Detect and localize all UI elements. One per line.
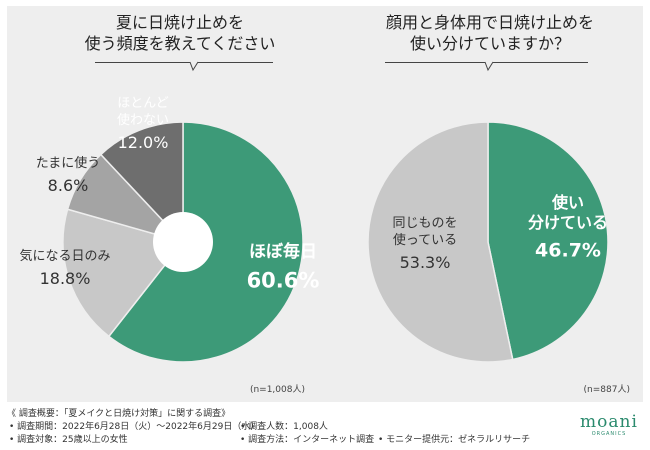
brand-logo: moani ORGANICS (578, 413, 640, 437)
chart-1-slice-1-label-line-1: 使っている (393, 232, 457, 248)
left-sample-size: (n=1,008人) (250, 384, 305, 395)
survey-count: • 調査人数：1,008人 (240, 422, 328, 432)
chart-0-slice-1-value: 18.8% (40, 269, 91, 288)
right-title-line-1: 顔用と身体用で日焼け止めを (385, 13, 594, 32)
chart-0-slice-3-label-line-0: ほとんど (117, 96, 169, 111)
chart-1-slice-0-value: 46.7% (535, 240, 601, 262)
right-title-notch (484, 61, 494, 72)
left-title-rule-right (198, 62, 273, 63)
left-title-line-2: 使う頻度を教えてください (84, 34, 276, 53)
chart-0-donut-hole (153, 212, 213, 272)
chart-1-slice-0-label-line-0: 使い (551, 193, 584, 212)
right-chart-title: 顔用と身体用で日焼け止めを 使い分けていますか？ (345, 12, 635, 54)
left-title-notch (189, 61, 199, 72)
right-title-rule-left (385, 62, 485, 63)
chart-1-slice-0-label-line-1: 分けている (528, 213, 608, 232)
survey-period: • 調査期間：2022年6月28日（火）～2022年6月29日（水） (9, 422, 260, 432)
chart-0-slice-2-value: 8.6% (48, 176, 89, 195)
left-title-rule-left (95, 62, 190, 63)
survey-target: • 調査対象：25歳以上の女性 (9, 435, 128, 445)
chart-0-slice-0-label-line-0: ほぼ毎日 (249, 241, 317, 262)
chart-0-slice-2-label-line-0: たまに使う (36, 155, 101, 171)
right-sample-size: (n=887人) (584, 384, 630, 395)
chart-0-slice-0-value: 60.6% (247, 268, 320, 292)
right-title-rule-right (493, 62, 588, 63)
chart-0-slice-3 (99, 121, 184, 244)
left-title-line-1: 夏に日焼け止めを (115, 13, 244, 32)
brand-subtitle: ORGANICS (591, 431, 627, 437)
brand-name: moani (580, 412, 638, 432)
chart-1-slice-0 (487, 121, 609, 361)
chart-1-slice-1-value: 53.3% (400, 253, 451, 272)
chart-0-slice-3-value: 12.0% (118, 133, 169, 152)
survey-heading: 《 調査概要：「夏メイクと日焼け対策」に関する調査》 (7, 409, 231, 419)
right-title-line-2: 使い分けていますか？ (409, 34, 570, 53)
survey-provider: • モニター提供元：ゼネラルリサーチ (378, 435, 531, 445)
chart-1-slice-1 (367, 121, 514, 363)
chart-1-slice-1-label-line-0: 同じものを (392, 216, 457, 231)
chart-0-slice-3-label-line-1: 使わない (117, 112, 169, 128)
survey-method: • 調査方法：インターネット調査 (240, 435, 375, 445)
chart-0-slice-1 (62, 208, 185, 338)
left-chart-title: 夏に日焼け止めを 使う頻度を教えてください (60, 12, 300, 54)
chart-0-slice-1-label-line-0: 気になる日のみ (19, 248, 110, 264)
